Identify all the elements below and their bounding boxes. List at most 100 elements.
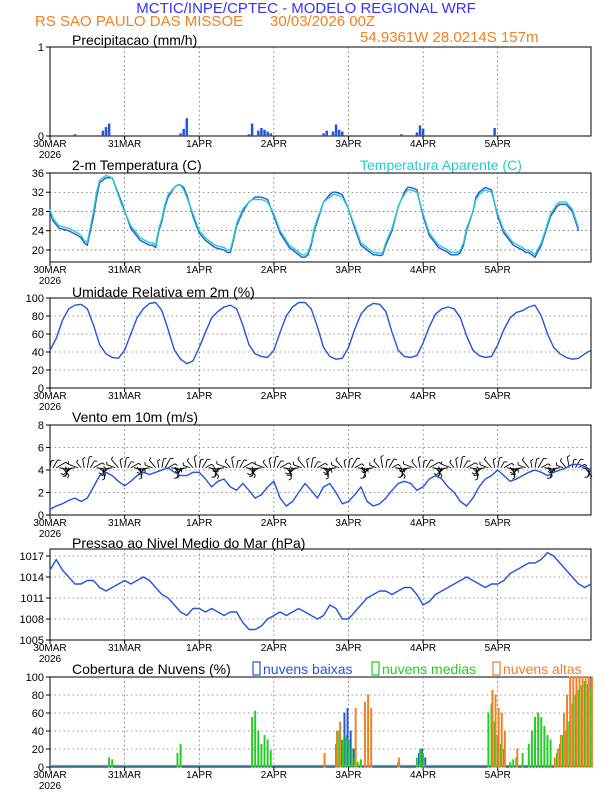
clouds-bar-1-18: [356, 762, 359, 768]
clouds-bar-1-1: [111, 759, 114, 768]
temp-ytick-label-1: 24: [32, 226, 44, 238]
precip-bar-16: [331, 131, 335, 136]
precip-bar-14: [322, 133, 325, 136]
wind-barb-154: [522, 459, 530, 469]
wind-barb-57: [216, 463, 228, 469]
wind-barb-flag-130: [449, 459, 452, 463]
clouds-bar-1-0: [108, 757, 111, 768]
wind-barb-131: [455, 458, 458, 468]
wind-barb-flag-167: [567, 454, 571, 458]
wind-barb-133: [463, 460, 468, 468]
temp-series-1: [49, 174, 580, 256]
wind-barb-49: [201, 458, 208, 468]
clouds-bar-2-12: [503, 730, 506, 768]
temp-xtick-label-0: 30MAR: [33, 265, 66, 276]
wind-barb-120: [422, 460, 425, 468]
wind-barb-flag-170: [584, 463, 588, 467]
wind-barb-flag-144: [499, 456, 503, 459]
wind-barb-flag-149: [512, 477, 516, 480]
legend-low-clouds: nuvens baixas: [263, 661, 353, 677]
clouds-bar-1-33: [521, 753, 524, 768]
panel-title-clouds: Cobertura de Nuvens (%): [72, 661, 231, 677]
wind-barb-flag-67: [247, 472, 251, 476]
precip-xtick-label-6: 5APR: [485, 139, 511, 150]
wind-barb-flag-68: [251, 466, 254, 470]
humidity-xtick-label-2: 1APR: [186, 391, 212, 402]
wind-barb-128: [440, 467, 449, 470]
clouds-bar-1-6: [257, 730, 260, 768]
wind-barb-134: [466, 462, 476, 469]
wind-barb-42: [176, 467, 182, 479]
clouds-bar-1-38: [540, 717, 543, 768]
clouds-bar-1-9: [266, 739, 269, 768]
humidity-ytick-label-5: 100: [26, 293, 44, 305]
wind-barb-153: [518, 464, 526, 469]
wind-barb-21: [106, 464, 116, 469]
pressure-xtick-sub-0: 2026: [39, 654, 62, 665]
wind-barb-158: [541, 463, 549, 469]
pressure-xtick-label-2: 1APR: [186, 643, 212, 654]
wind-barb-flag-154: [521, 457, 525, 461]
wind-barb-46: [186, 460, 194, 469]
wind-barb-102: [362, 467, 368, 479]
wind-barb-flag-110: [397, 463, 401, 467]
wind-barb-26: [130, 462, 139, 469]
clouds-bar-2-6: [370, 708, 373, 768]
clouds-bar-2-10: [497, 708, 500, 768]
wind-barb-166: [559, 460, 567, 469]
wind-barb-flag-23: [119, 457, 123, 461]
wind-barb-flag-156: [536, 457, 540, 460]
precip-ytick-label-0: 0: [38, 131, 44, 143]
wind-barb-flag-91: [323, 471, 327, 474]
wind-barb-flag-84: [312, 456, 316, 459]
temp-xtick-label-3: 2APR: [261, 265, 287, 276]
precip-xtick-label-1: 31MAR: [108, 139, 141, 150]
clouds-bar-2-14: [553, 757, 556, 768]
wind-barb-59: [231, 457, 234, 468]
wind-barb-flag-50: [211, 463, 215, 467]
wind-barb-flag-95: [343, 458, 347, 462]
clouds-xtick-label-3: 2APR: [261, 770, 287, 781]
temp-xtick-label-6: 5APR: [485, 265, 511, 276]
wind-barb-62: [242, 461, 253, 469]
header-title: MCTIC/INPE/CPTEC - MODELO REGIONAL WRF: [136, 0, 475, 17]
precip-ytick-label-1: 1: [38, 42, 44, 54]
wind-barb-flag-143: [492, 457, 497, 461]
wind-barb-141: [479, 464, 489, 469]
wind-barb-20: [105, 467, 113, 470]
wind-barb-flag-87: [330, 469, 333, 473]
wind-barb-93: [331, 464, 340, 469]
clouds-bar-2-1: [336, 730, 338, 768]
wind-barb-flag-43: [174, 471, 178, 474]
wind-barb-94: [335, 459, 343, 469]
wind-barb-116: [401, 467, 411, 470]
wind-barb-22: [110, 459, 119, 469]
wind-barb-156: [534, 458, 538, 468]
wind-barb-flag-132: [462, 455, 466, 458]
clouds-xtick-label-0: 30MAR: [33, 770, 66, 781]
precip-bar-18: [337, 129, 341, 136]
pressure-xtick-label-6: 5APR: [485, 643, 511, 654]
wind-barb-flag-36: [163, 457, 167, 460]
wind-barb-flag-7: [60, 472, 64, 476]
wind-barb-flag-140: [476, 466, 479, 470]
wind-barb-84: [310, 457, 314, 468]
wind-barb-106: [373, 460, 380, 469]
wind-barb-flag-0: [51, 459, 55, 462]
wind-barb-143: [492, 459, 496, 468]
clouds-bar-1-40: [546, 735, 549, 768]
wind-barb-flag-32: [136, 466, 140, 470]
wind-barb-50: [205, 463, 212, 469]
wind-barb-140: [478, 467, 486, 470]
humidity-xtick-label-5: 4APR: [410, 391, 436, 402]
pressure-frame: [49, 548, 592, 641]
temp-ytick-label-3: 32: [32, 187, 44, 199]
wind-barb-14: [93, 462, 103, 469]
wind-barb-71: [268, 458, 272, 468]
clouds-bar-2-26: [590, 676, 593, 768]
wind-barb-129: [441, 463, 452, 469]
clouds-bar-2-16: [559, 735, 562, 768]
humidity-frame: [49, 297, 592, 389]
wind-barb-105: [369, 464, 377, 469]
